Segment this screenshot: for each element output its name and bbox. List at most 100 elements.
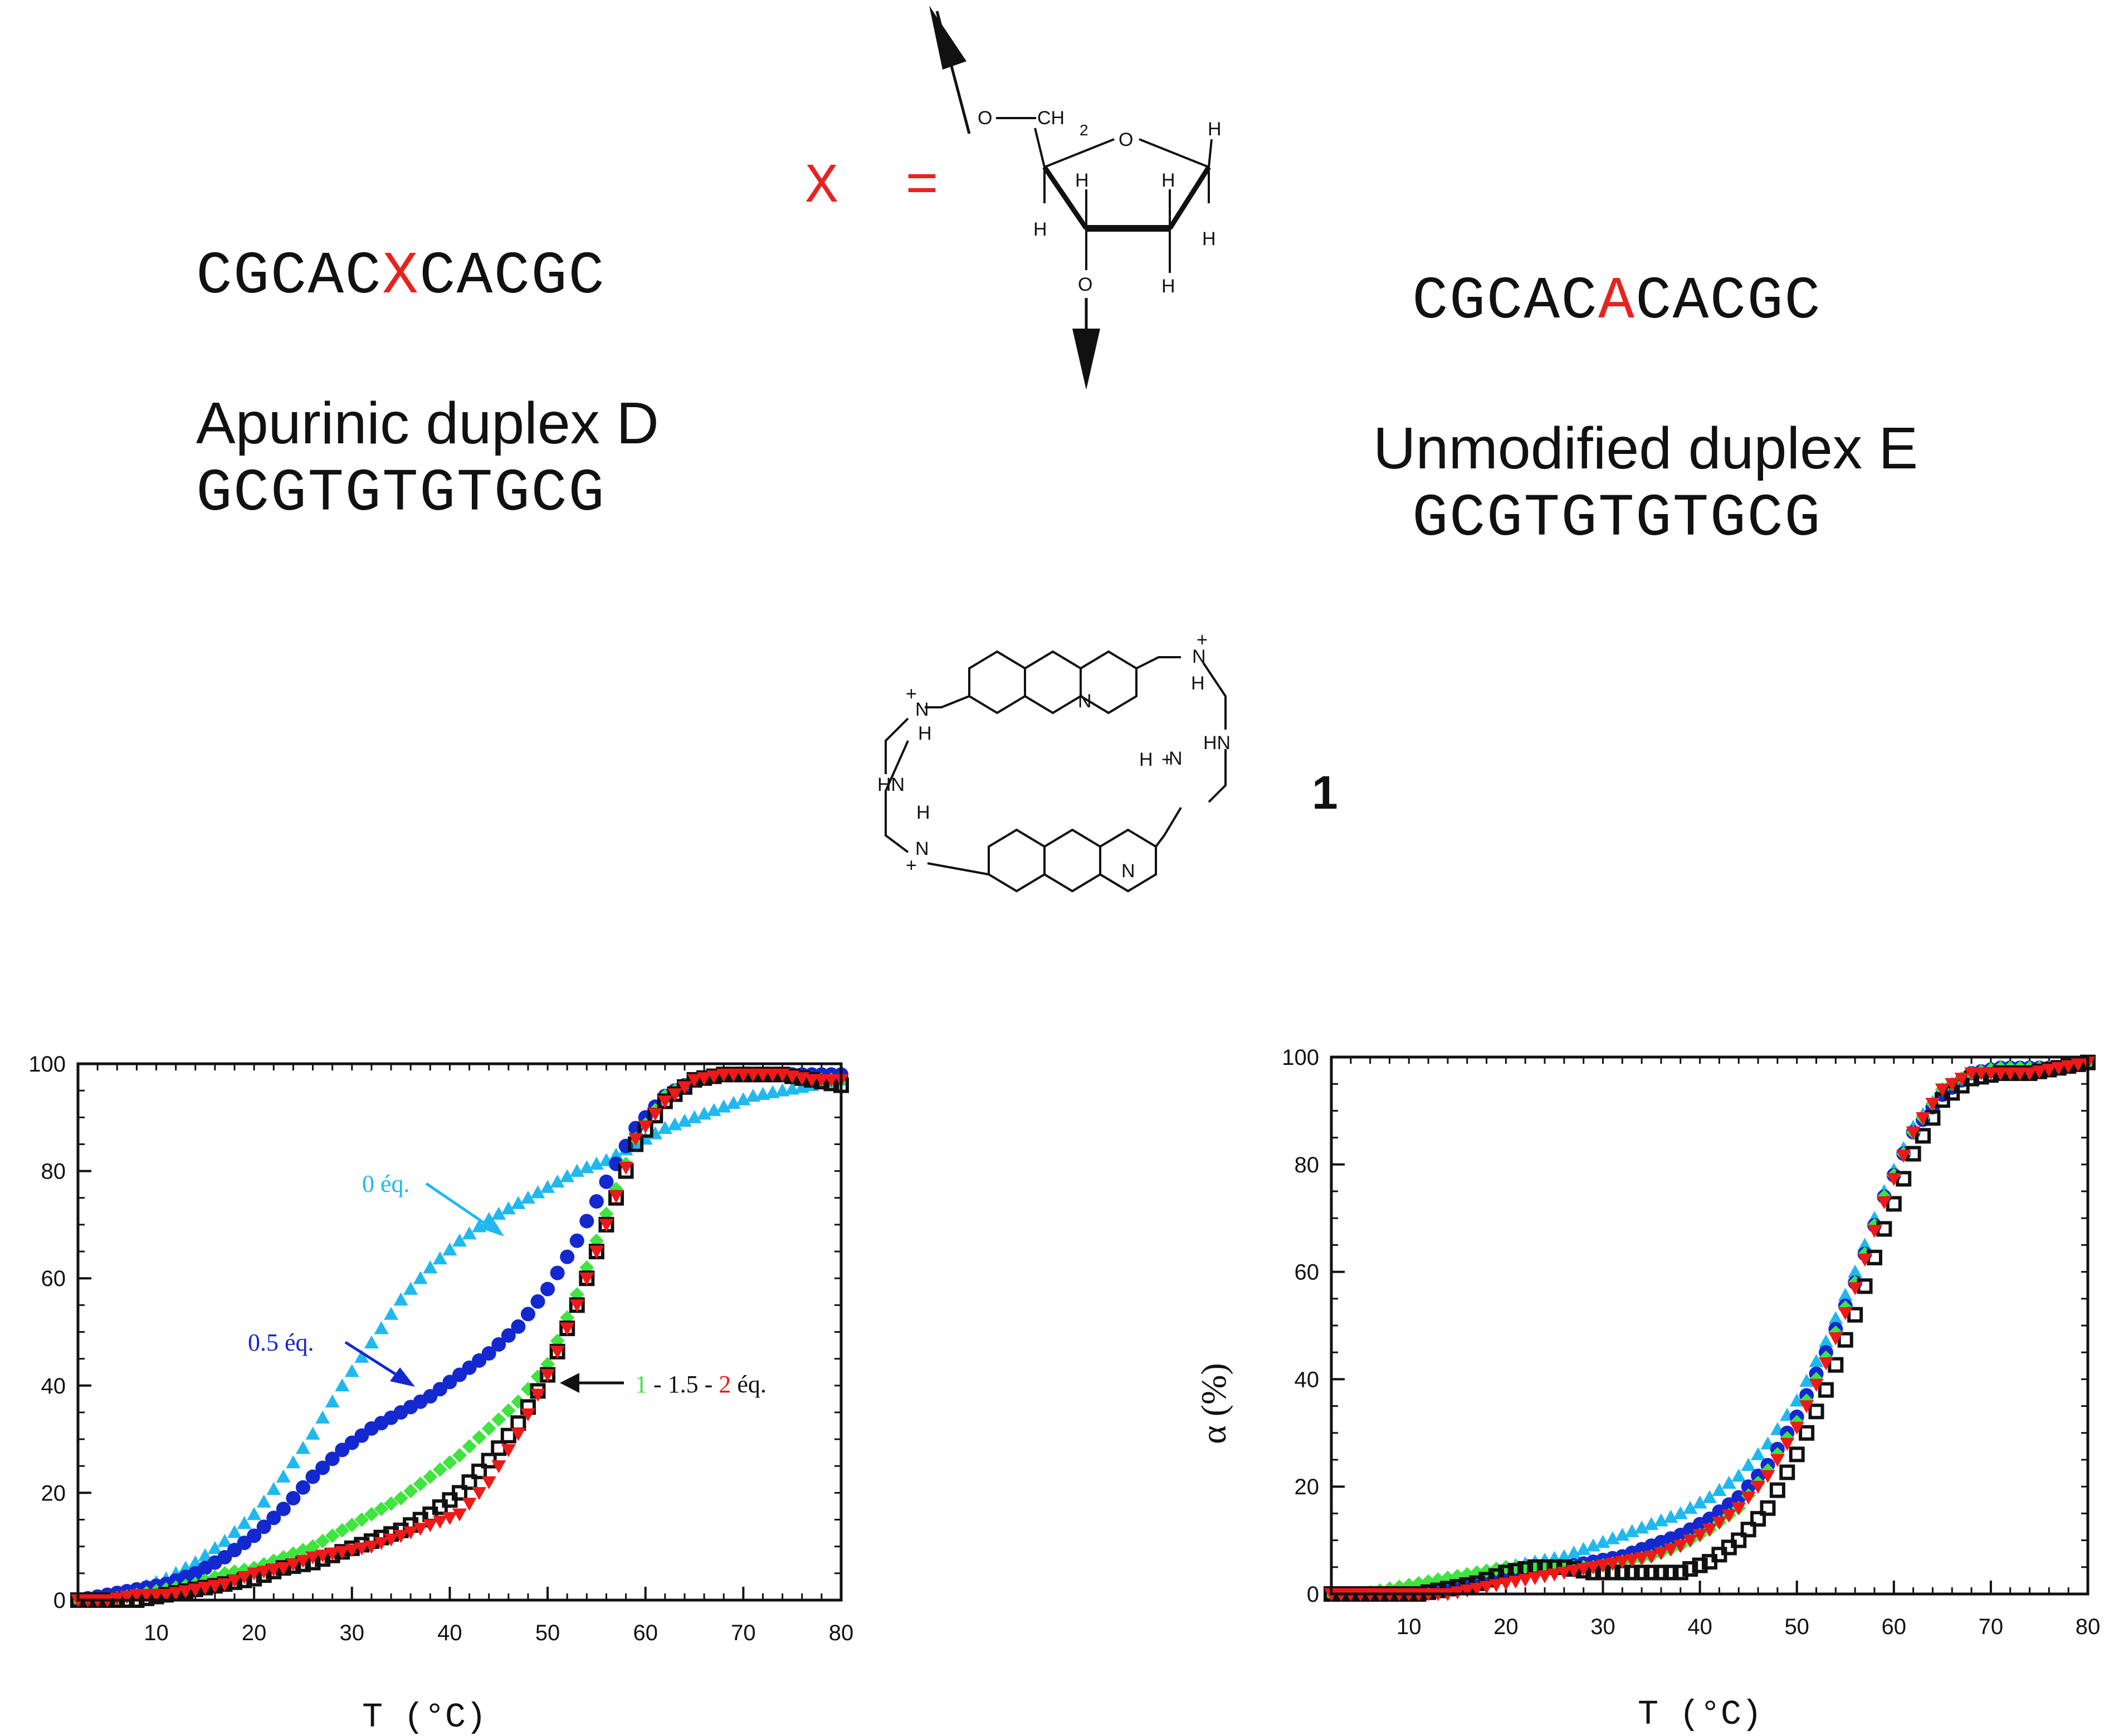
point-0-5-q bbox=[286, 1491, 301, 1506]
point-2-q bbox=[178, 1585, 193, 1598]
point-2-q bbox=[413, 1523, 428, 1536]
point-0-5-q bbox=[491, 1337, 506, 1352]
chart-right-ticks: 10 20 30 40 50 60 70 80 0 20 40 60 80 100 bbox=[1282, 1045, 2100, 1639]
point-0-q bbox=[423, 1260, 438, 1274]
point-2-q bbox=[1615, 1556, 1630, 1569]
chart-right-frame bbox=[1330, 1055, 2090, 1596]
point-0-q bbox=[530, 1185, 545, 1199]
x-tick-label: 40 bbox=[1687, 1615, 1712, 1639]
point-1-q bbox=[364, 1507, 379, 1522]
point-0-5-q bbox=[569, 1233, 584, 1248]
point-0-q bbox=[736, 1092, 751, 1106]
point-2-q bbox=[1799, 1400, 1814, 1414]
x-tick-label: 70 bbox=[731, 1621, 756, 1645]
point-1-5-q bbox=[1915, 1128, 1931, 1144]
point-2-q bbox=[432, 1515, 447, 1529]
point-2-q bbox=[1518, 1573, 1533, 1587]
point-2-q bbox=[824, 1074, 839, 1087]
point-0-q bbox=[1595, 1534, 1610, 1548]
point-1-5-q bbox=[1799, 1425, 1815, 1441]
point-1-q bbox=[432, 1462, 447, 1477]
x-tick-label: 80 bbox=[829, 1621, 854, 1645]
duplex-d-strand2: GCGTGTGTGCG bbox=[196, 460, 606, 528]
point-0-q bbox=[256, 1494, 271, 1508]
y-tick-label: 80 bbox=[41, 1160, 66, 1184]
atom-hn-2: HN bbox=[877, 774, 905, 795]
point-1-q bbox=[599, 1206, 614, 1221]
x-tick-label: 60 bbox=[1882, 1615, 1907, 1639]
point-1-q bbox=[491, 1412, 506, 1427]
point-2-q bbox=[1925, 1098, 1940, 1111]
x-tick-label: 60 bbox=[633, 1621, 658, 1645]
point-2-q bbox=[1789, 1421, 1804, 1435]
atom-h6: H bbox=[1161, 276, 1175, 297]
point-1-q bbox=[354, 1512, 369, 1527]
point-2-q bbox=[1537, 1570, 1553, 1583]
point-1-q bbox=[550, 1333, 565, 1348]
point-0-q bbox=[1809, 1354, 1824, 1367]
point-2-q bbox=[374, 1537, 389, 1551]
point-2-q bbox=[305, 1551, 320, 1564]
point-0-q bbox=[1848, 1264, 1863, 1278]
y-tick-label: 20 bbox=[1295, 1475, 1320, 1499]
point-2-q bbox=[276, 1562, 291, 1576]
point-2-q bbox=[1702, 1523, 1717, 1537]
point-2-q bbox=[1906, 1126, 1921, 1140]
point-1-q bbox=[589, 1233, 604, 1248]
point-0-q bbox=[335, 1378, 350, 1392]
point-0-q bbox=[706, 1103, 721, 1116]
chart-right-xlabel: T (°C) bbox=[1638, 1695, 1762, 1734]
point-2-q bbox=[159, 1588, 174, 1602]
point-0-q bbox=[1818, 1334, 1833, 1348]
atom-n-2: N bbox=[1192, 646, 1206, 667]
point-1-5-q bbox=[1828, 1357, 1844, 1373]
atom-h2-2: H bbox=[1191, 673, 1205, 694]
point-0-q bbox=[569, 1163, 584, 1177]
point-0-q bbox=[1692, 1495, 1707, 1509]
duplex-e-label: Unmodified duplex E bbox=[1373, 415, 1918, 481]
point-0-5-q bbox=[520, 1307, 535, 1322]
point-0-q bbox=[1702, 1490, 1717, 1503]
charge-plus-4: + bbox=[906, 855, 917, 876]
point-0-q bbox=[462, 1226, 477, 1240]
y-tick-label: 100 bbox=[1282, 1045, 1319, 1070]
point-2-q bbox=[266, 1564, 281, 1577]
point-0-q bbox=[432, 1251, 447, 1265]
point-0-q bbox=[1615, 1527, 1630, 1541]
point-1-q bbox=[374, 1502, 389, 1517]
chart-left-frame bbox=[76, 1062, 843, 1602]
point-2-q bbox=[2013, 1067, 2028, 1080]
point-2-q bbox=[335, 1546, 350, 1559]
abasic-sugar-structure: O CH 2 O H H H H H H O bbox=[929, 6, 1222, 390]
point-2-q bbox=[530, 1388, 545, 1402]
point-0-q bbox=[207, 1541, 222, 1554]
chart-right-marks bbox=[1324, 1054, 2096, 1602]
point-0-q bbox=[442, 1242, 457, 1256]
point-1-5-q bbox=[461, 1474, 477, 1490]
point-0-5-q bbox=[247, 1528, 262, 1543]
point-0-q bbox=[609, 1147, 624, 1161]
point-1-5-q bbox=[1731, 1532, 1747, 1548]
point-2-q bbox=[1556, 1567, 1571, 1580]
point-2-q bbox=[540, 1369, 555, 1382]
point-0-5-q bbox=[1731, 1490, 1746, 1505]
annotation-0eq-text: 0 éq. bbox=[362, 1170, 410, 1197]
y-tick-label: 0 bbox=[1307, 1582, 1319, 1607]
point-1-q bbox=[403, 1484, 418, 1499]
point-0-q bbox=[579, 1160, 594, 1173]
duplex-e-strand2: GCGTGTGTGCG bbox=[1412, 485, 1822, 553]
point-2-q bbox=[1857, 1253, 1872, 1267]
point-2-q bbox=[1721, 1509, 1736, 1523]
point-2-q bbox=[423, 1519, 438, 1533]
point-1-5-q bbox=[1692, 1557, 1708, 1573]
atom-n-4: N bbox=[915, 838, 929, 859]
chart-unmodified-e: 10 20 30 40 50 60 70 80 0 20 40 60 80 100 T (°C) α (%… bbox=[1194, 1045, 2100, 1734]
point-1-q bbox=[315, 1534, 330, 1549]
point-2-q bbox=[1498, 1577, 1514, 1591]
point-2-q bbox=[2042, 1064, 2057, 1077]
point-0-q bbox=[1653, 1513, 1668, 1527]
point-2-q bbox=[1964, 1067, 1979, 1080]
point-2-q bbox=[247, 1567, 262, 1581]
modified-site-a: A bbox=[1598, 268, 1636, 336]
point-0-q bbox=[1624, 1524, 1639, 1537]
